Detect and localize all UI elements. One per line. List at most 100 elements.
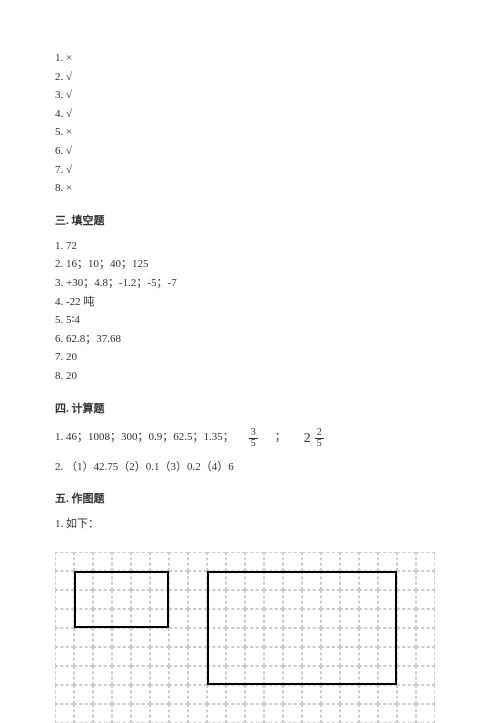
grid-cell [112, 647, 131, 666]
grid-cell [55, 590, 74, 609]
grid-cell [188, 609, 207, 628]
grid-cell [416, 552, 435, 571]
judgment-answer-item: 4. √ [55, 106, 445, 124]
grid-cell [416, 628, 435, 647]
grid-cell [112, 628, 131, 647]
grid-cell [340, 685, 359, 704]
grid-cell [55, 609, 74, 628]
grid-cell [188, 628, 207, 647]
grid-cell [188, 666, 207, 685]
fraction-2: 2 5 [315, 428, 324, 449]
grid-cell [55, 571, 74, 590]
grid-cell [302, 685, 321, 704]
grid-cell [169, 628, 188, 647]
grid-cell [131, 666, 150, 685]
grid-cell [169, 590, 188, 609]
grid-cell [55, 647, 74, 666]
grid-cell [188, 647, 207, 666]
drawing-grid-container [55, 552, 445, 723]
fill-blank-answer-item: 2. 16；10；40；125 [55, 256, 445, 274]
grid-cell [264, 552, 283, 571]
fill-blank-answer-item: 3. +30；4.8；-1.2；-5；-7 [55, 275, 445, 293]
judgment-answer-item: 3. √ [55, 87, 445, 105]
grid-cell [397, 647, 416, 666]
fill-blank-answer-item: 4. -22 吨 [55, 294, 445, 312]
grid-cell [416, 609, 435, 628]
grid-cell [55, 685, 74, 704]
grid-cell [93, 628, 112, 647]
grid-cell [150, 685, 169, 704]
grid-cell [378, 685, 397, 704]
judgment-answer-item: 8. × [55, 180, 445, 198]
fill-blank-answer-item: 6. 62.8；37.68 [55, 331, 445, 349]
grid-cell [150, 552, 169, 571]
grid-cell [74, 628, 93, 647]
grid-cell [397, 552, 416, 571]
grid-cell [340, 552, 359, 571]
grid-cell [112, 666, 131, 685]
grid-cell [169, 666, 188, 685]
grid-cell [416, 647, 435, 666]
judgment-answer-item: 5. × [55, 124, 445, 142]
drawn-rectangle-2 [207, 571, 397, 685]
grid-cell [226, 552, 245, 571]
grid-cell [188, 571, 207, 590]
grid-cell [245, 552, 264, 571]
grid-cell [321, 552, 340, 571]
grid-cell [416, 590, 435, 609]
grid-cell [112, 685, 131, 704]
grid-cell [74, 666, 93, 685]
grid-cell [302, 552, 321, 571]
grid-cell [112, 552, 131, 571]
grid-cell [55, 666, 74, 685]
section5-title: 五. 作图题 [55, 490, 445, 506]
section4-title: 四. 计算题 [55, 400, 445, 416]
judgment-answer-item: 1. × [55, 50, 445, 68]
grid-cell [416, 685, 435, 704]
section4-line1: 1. 46；1008；300；0.9；62.5；1.35； 3 5 ； 2 2 … [55, 426, 445, 451]
grid-cell [74, 647, 93, 666]
grid-cell [397, 609, 416, 628]
judgment-answers: 1. ×2. √3. √4. √5. ×6. √7. √8. × [55, 50, 445, 198]
fill-blank-answer-item: 5. 5∶4 [55, 312, 445, 330]
calc-prefix: 1. 46；1008；300；0.9；62.5；1.35； [55, 428, 234, 448]
judgment-answer-item: 2. √ [55, 69, 445, 87]
grid-cell [169, 571, 188, 590]
grid-cell [131, 685, 150, 704]
grid-cell [207, 685, 226, 704]
grid-cell [150, 666, 169, 685]
grid-cell [74, 685, 93, 704]
grid-cell [150, 628, 169, 647]
grid-cell [169, 685, 188, 704]
fraction-1: 3 5 [249, 428, 258, 449]
semicolon: ； [275, 428, 286, 448]
grid-cell [55, 628, 74, 647]
grid-cell [207, 552, 226, 571]
grid-cell [397, 628, 416, 647]
grid-cell [188, 552, 207, 571]
grid-cell [264, 685, 283, 704]
fill-blank-answer-item: 8. 20 [55, 368, 445, 386]
section3-title: 三. 填空题 [55, 212, 445, 228]
grid-cell [283, 685, 302, 704]
grid-cell [131, 552, 150, 571]
grid-cell [397, 666, 416, 685]
judgment-answer-item: 7. √ [55, 162, 445, 180]
grid-cell [93, 666, 112, 685]
grid-cell [359, 552, 378, 571]
section3-answers: 1. 722. 16；10；40；1253. +30；4.8；-1.2；-5；-… [55, 238, 445, 386]
grid-cell [397, 571, 416, 590]
grid-cell [416, 571, 435, 590]
grid-cell [74, 552, 93, 571]
grid-cell [321, 685, 340, 704]
judgment-answer-item: 6. √ [55, 143, 445, 161]
grid-cell [397, 685, 416, 704]
fill-blank-answer-item: 1. 72 [55, 238, 445, 256]
grid-cell [55, 552, 74, 571]
section5-line1: 1. 如下： [55, 516, 445, 534]
grid-cell [226, 685, 245, 704]
grid-cell [188, 590, 207, 609]
drawing-grid [55, 552, 435, 723]
section4-line2: 2. （1）42.75（2）0.1（3）0.2（4）6 [55, 459, 445, 477]
grid-cell [245, 685, 264, 704]
